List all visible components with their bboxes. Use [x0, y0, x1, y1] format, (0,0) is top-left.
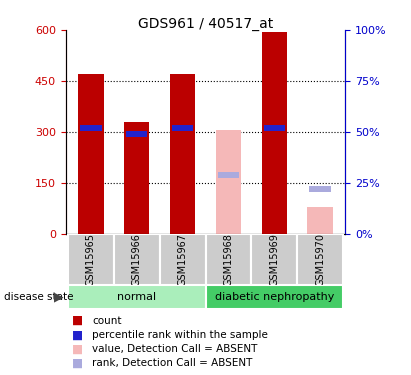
- Bar: [216, 130, 241, 234]
- Bar: [206, 285, 343, 309]
- Bar: [126, 131, 148, 137]
- Text: disease state: disease state: [4, 292, 74, 302]
- Bar: [309, 186, 331, 192]
- Text: GSM15969: GSM15969: [269, 233, 279, 286]
- Text: GSM15968: GSM15968: [224, 233, 233, 286]
- Bar: [218, 172, 239, 178]
- Bar: [251, 234, 297, 285]
- Bar: [170, 74, 195, 234]
- Text: ■: ■: [72, 314, 83, 327]
- Bar: [263, 125, 285, 131]
- Bar: [297, 234, 343, 285]
- Bar: [79, 74, 104, 234]
- Text: count: count: [92, 316, 122, 326]
- Bar: [124, 122, 149, 234]
- Text: value, Detection Call = ABSENT: value, Detection Call = ABSENT: [92, 344, 258, 354]
- Bar: [206, 234, 251, 285]
- Bar: [160, 234, 206, 285]
- Bar: [80, 125, 102, 131]
- Text: diabetic nephropathy: diabetic nephropathy: [215, 292, 334, 302]
- Text: rank, Detection Call = ABSENT: rank, Detection Call = ABSENT: [92, 358, 253, 368]
- Text: percentile rank within the sample: percentile rank within the sample: [92, 330, 268, 340]
- Bar: [68, 234, 114, 285]
- Bar: [262, 32, 287, 234]
- Text: ■: ■: [72, 343, 83, 355]
- Text: GSM15966: GSM15966: [132, 233, 142, 286]
- Text: normal: normal: [117, 292, 156, 302]
- Bar: [307, 207, 332, 234]
- Text: GSM15965: GSM15965: [86, 233, 96, 286]
- Text: ■: ■: [72, 357, 83, 370]
- Text: GSM15970: GSM15970: [315, 233, 325, 286]
- Text: GSM15967: GSM15967: [178, 233, 187, 286]
- Text: ▶: ▶: [53, 291, 63, 304]
- Text: ■: ■: [72, 328, 83, 341]
- Text: GDS961 / 40517_at: GDS961 / 40517_at: [138, 17, 273, 31]
- Bar: [68, 285, 205, 309]
- Bar: [114, 234, 160, 285]
- Bar: [172, 125, 193, 131]
